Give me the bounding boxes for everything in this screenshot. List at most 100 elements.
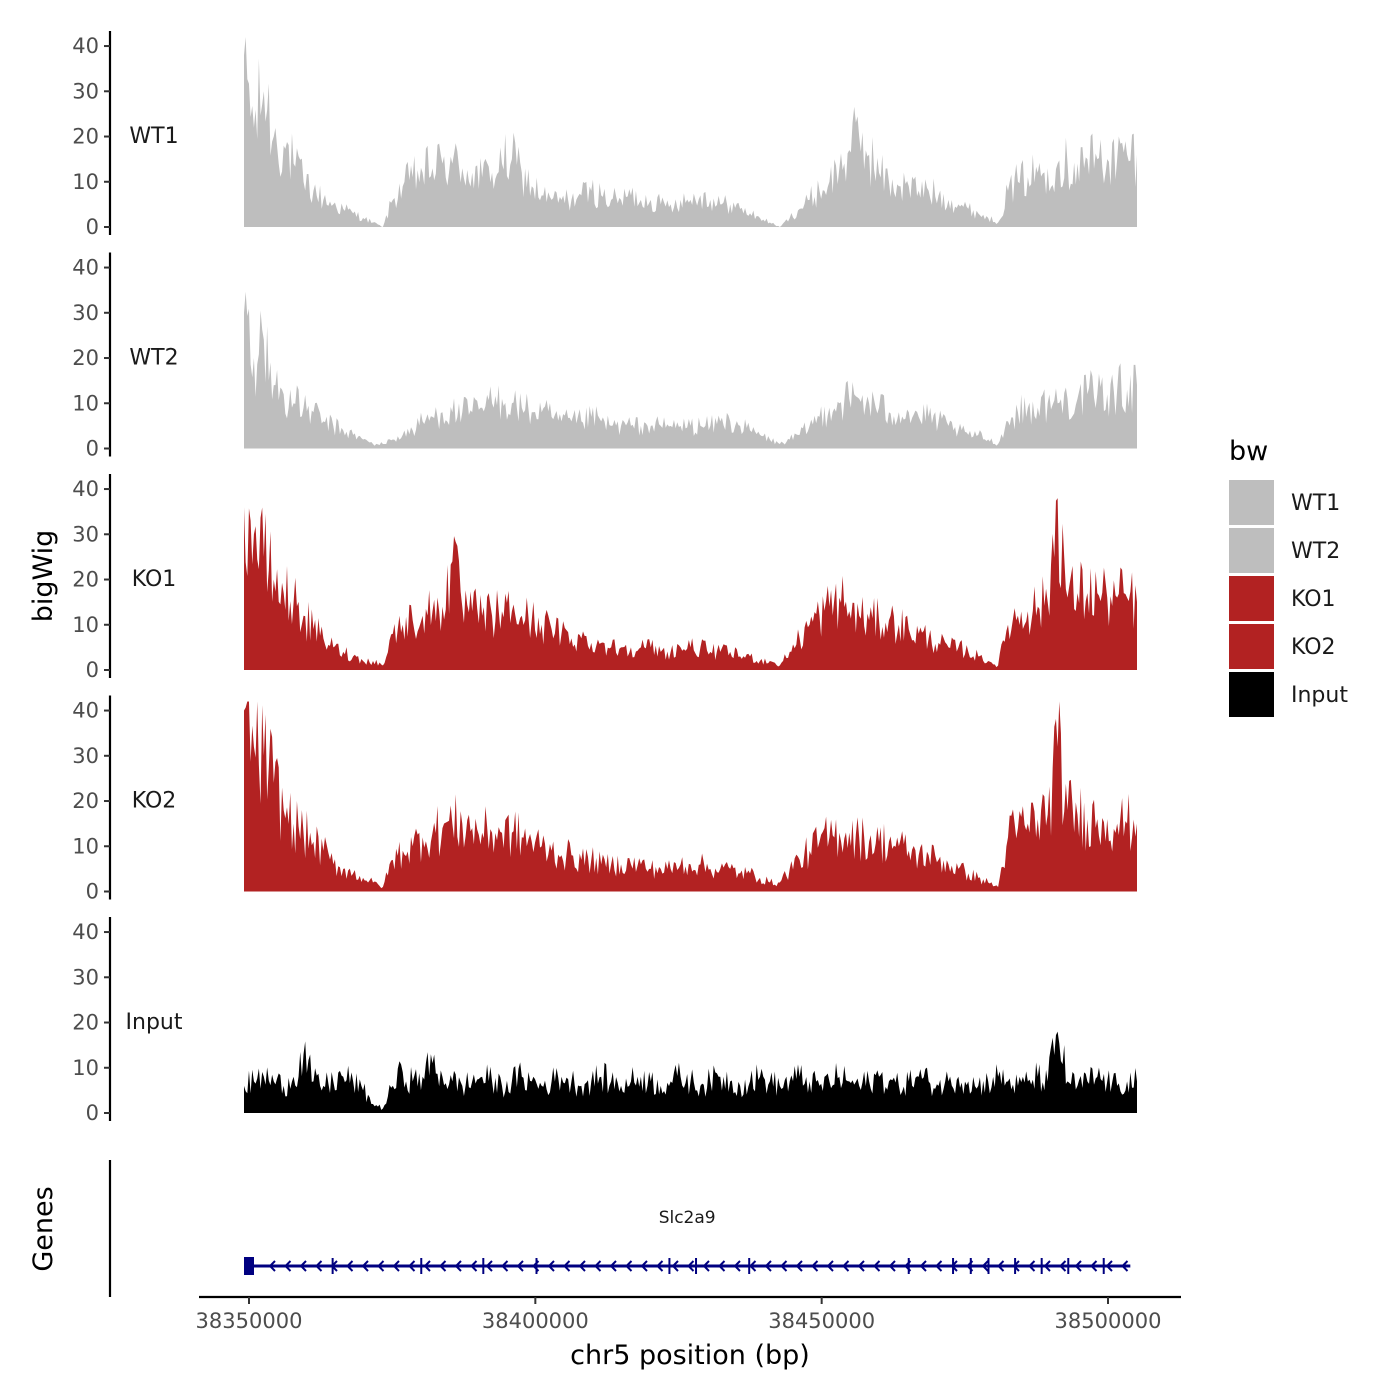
y-tick-label: 10: [72, 170, 99, 194]
strand-arrow: [361, 1260, 369, 1272]
strand-arrow: [299, 1260, 307, 1272]
signal-area-input: [244, 1031, 1137, 1113]
legend-swatch: [1229, 672, 1274, 717]
y-tick-label: 0: [86, 1101, 99, 1125]
legend-swatch: [1229, 480, 1274, 525]
strand-arrow: [842, 1260, 850, 1272]
strand-arrow: [888, 1260, 896, 1272]
track-label: KO1: [132, 567, 177, 592]
legend-item-wt1: WT1: [1229, 480, 1340, 525]
strand-arrow: [470, 1260, 478, 1272]
y-tick-label: 20: [72, 789, 99, 813]
strand-arrow: [981, 1260, 989, 1272]
y-tick-label: 40: [72, 477, 99, 501]
legend-label: WT1: [1291, 491, 1340, 516]
strand-arrow: [1105, 1260, 1113, 1272]
strand-arrow: [718, 1260, 726, 1272]
strand-arrow: [795, 1260, 803, 1272]
signal-panels: 0 10 20 30 40 WT1 0 10 20 30 40 WT2 0 10 20 30 40 KO1 0 10 2…: [72, 31, 1137, 1125]
x-tick-label: 38500000: [1055, 1309, 1162, 1333]
signal-area-ko2: [244, 701, 1137, 892]
strand-arrow: [594, 1260, 602, 1272]
y-tick-label: 30: [72, 965, 99, 989]
strand-arrow: [392, 1260, 400, 1272]
strand-arrow: [966, 1260, 974, 1272]
strand-arrow: [687, 1260, 695, 1272]
legend: bw WT1 WT2 KO1 KO2 Input: [1229, 436, 1348, 717]
gene-label: Slc2a9: [659, 1208, 716, 1228]
strand-arrow: [268, 1260, 276, 1272]
strand-arrow: [1012, 1260, 1020, 1272]
y-axis-title: bigWig: [28, 530, 59, 623]
legend-item-ko2: KO2: [1229, 624, 1336, 669]
strand-arrow: [904, 1260, 912, 1272]
strand-arrow: [532, 1260, 540, 1272]
x-tick-label: 38450000: [768, 1309, 875, 1333]
legend-swatch: [1229, 576, 1274, 621]
x-tick-label: 38400000: [482, 1309, 589, 1333]
strand-arrow: [656, 1260, 664, 1272]
strand-arrow: [1043, 1260, 1051, 1272]
strand-arrow: [1059, 1260, 1067, 1272]
y-tick-label: 40: [72, 920, 99, 944]
strand-arrow: [578, 1260, 586, 1272]
strand-arrow: [625, 1260, 633, 1272]
track-wt1: 0 10 20 30 40 WT1: [72, 31, 1137, 239]
strand-arrow: [1074, 1260, 1082, 1272]
y-tick-label: 20: [72, 125, 99, 149]
strand-arrow: [997, 1260, 1005, 1272]
legend-item-wt2: WT2: [1229, 528, 1340, 573]
strand-arrow: [501, 1260, 509, 1272]
track-label: WT1: [129, 124, 178, 149]
y-tick-label: 0: [86, 215, 99, 239]
track-label: Input: [126, 1010, 183, 1035]
y-tick-label: 10: [72, 391, 99, 415]
y-tick-label: 20: [72, 346, 99, 370]
strand-arrow: [780, 1260, 788, 1272]
legend-item-ko1: KO1: [1229, 576, 1336, 621]
track-ko2: 0 10 20 30 40 KO2: [72, 695, 1137, 904]
strand-arrow: [826, 1260, 834, 1272]
strand-arrow: [563, 1260, 571, 1272]
strand-arrow: [330, 1260, 338, 1272]
track-label: KO2: [132, 789, 177, 814]
strand-arrow: [284, 1260, 292, 1272]
gene-slc2a9: Slc2a9: [244, 1208, 1131, 1275]
y-tick-label: 40: [72, 34, 99, 58]
y-tick-label: 30: [72, 301, 99, 325]
strand-arrow: [919, 1260, 927, 1272]
y-tick-label: 10: [72, 1056, 99, 1080]
y-tick-label: 0: [86, 880, 99, 904]
x-axis-title: chr5 position (bp): [570, 1340, 810, 1371]
gene-exon: [244, 1257, 254, 1275]
x-axis: 38350000 38400000 38450000 38500000: [196, 1295, 1181, 1333]
y-tick-label: 0: [86, 437, 99, 461]
strand-arrow: [485, 1260, 493, 1272]
genes-axis-title: Genes: [28, 1186, 59, 1271]
genes-panel: Slc2a9: [108, 1160, 1131, 1297]
strand-arrow: [950, 1260, 958, 1272]
y-tick-label: 40: [72, 256, 99, 280]
strand-arrow: [315, 1260, 323, 1272]
strand-arrow: [640, 1260, 648, 1272]
legend-label: KO1: [1291, 587, 1336, 612]
y-tick-label: 30: [72, 744, 99, 768]
strand-arrow: [935, 1260, 943, 1272]
strand-arrow: [346, 1260, 354, 1272]
signal-area-ko1: [244, 498, 1137, 670]
y-tick-label: 40: [72, 699, 99, 723]
y-tick-label: 0: [86, 658, 99, 682]
y-tick-label: 20: [72, 568, 99, 592]
track-label: WT2: [129, 346, 178, 371]
strand-arrow: [749, 1260, 757, 1272]
strand-arrow: [857, 1260, 865, 1272]
strand-arrow: [439, 1260, 447, 1272]
strand-arrow: [423, 1260, 431, 1272]
strand-arrow: [671, 1260, 679, 1272]
y-tick-label: 10: [72, 613, 99, 637]
strand-arrow: [1121, 1260, 1129, 1272]
legend-swatch: [1229, 528, 1274, 573]
legend-swatch: [1229, 624, 1274, 669]
y-tick-label: 30: [72, 522, 99, 546]
strand-arrow: [1090, 1260, 1098, 1272]
